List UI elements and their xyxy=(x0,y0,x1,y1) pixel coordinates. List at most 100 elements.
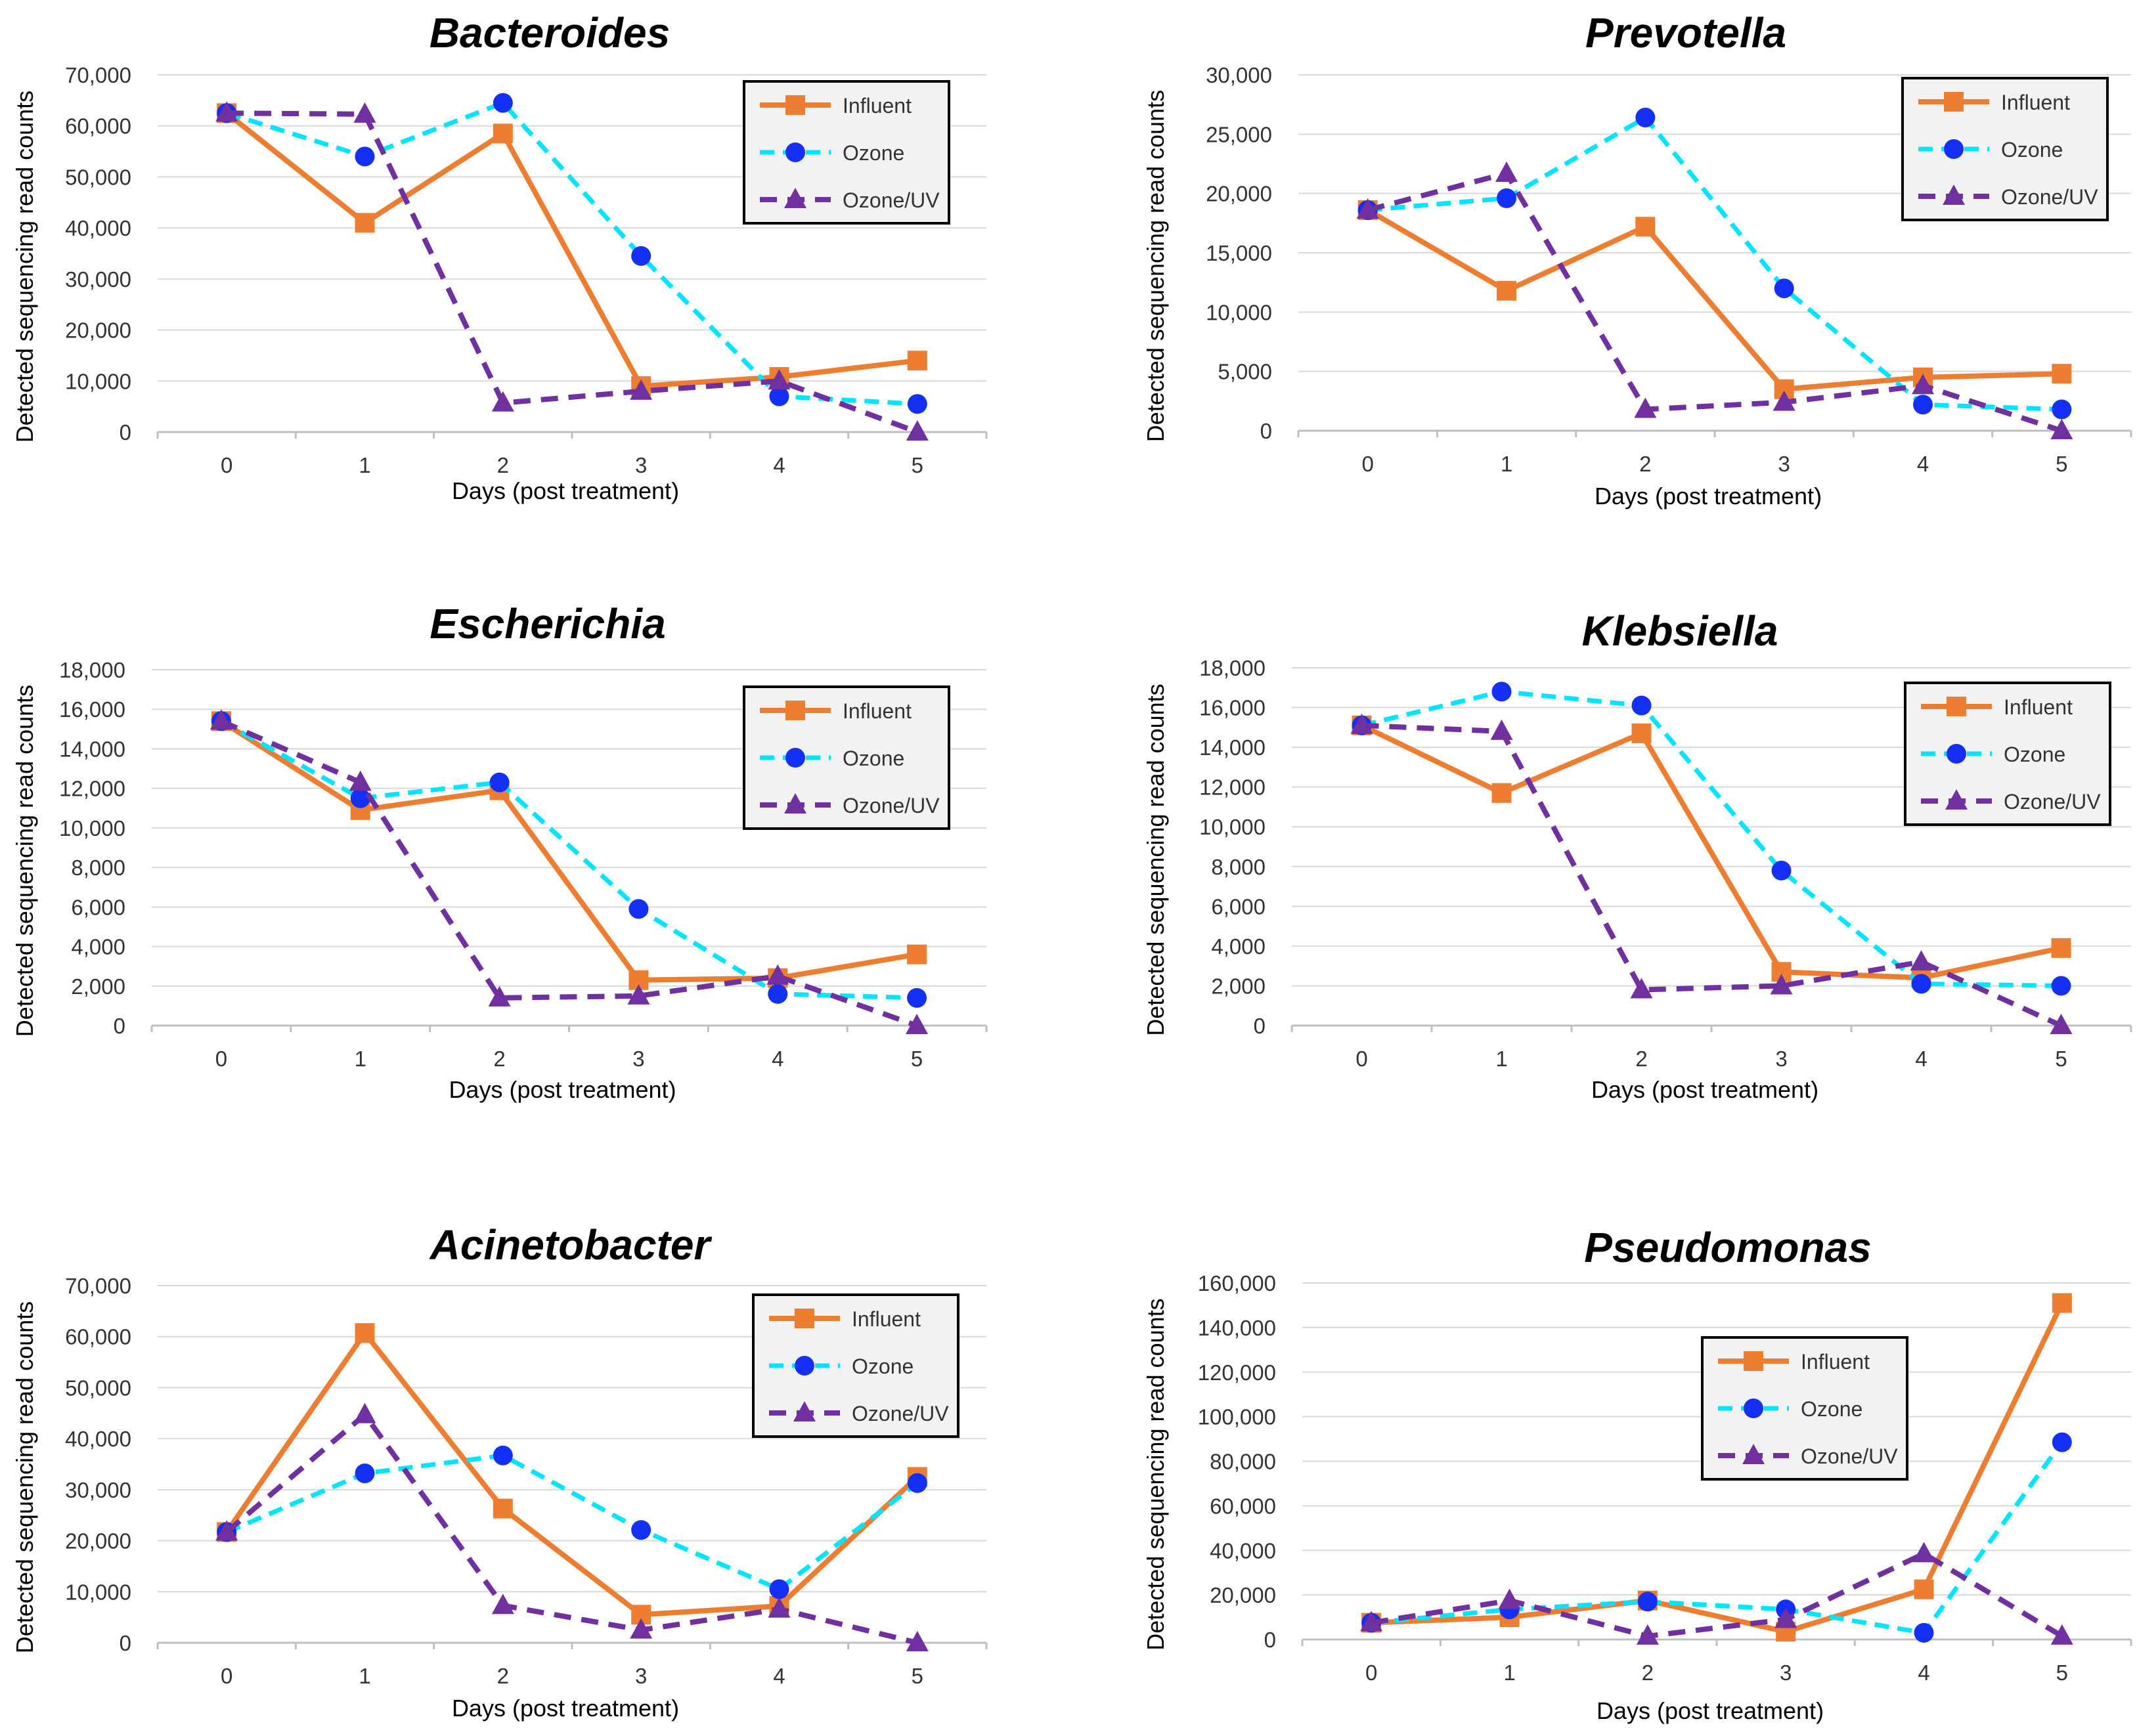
legend-marker-influent xyxy=(1947,697,1966,716)
y-tick-label: 2,000 xyxy=(71,974,125,999)
series-ozone-uv xyxy=(1356,161,2073,439)
data-point-ozone-uv xyxy=(906,1014,929,1034)
x-tick-label: 3 xyxy=(1778,452,1790,476)
chart-title: Pseudomonas xyxy=(1584,1224,1871,1271)
y-tick-label: 14,000 xyxy=(59,737,125,761)
y-tick-label: 40,000 xyxy=(1210,1538,1276,1563)
data-point-ozone-uv xyxy=(1910,950,1933,971)
legend: Influent Ozone Ozone/UV xyxy=(1901,77,2109,221)
x-tick-label: 5 xyxy=(2056,452,2067,476)
data-point-ozone xyxy=(628,899,649,919)
data-point-ozone xyxy=(1491,682,1512,702)
series-line-ozone xyxy=(225,1453,919,1592)
y-tick-label: 20,000 xyxy=(65,318,131,343)
data-point-ozone xyxy=(355,146,375,167)
legend-label: Influent xyxy=(2001,91,2070,114)
legend-marker-ozone-uv xyxy=(793,1401,816,1421)
x-tick-label: 1 xyxy=(355,1047,366,1071)
data-point-ozone xyxy=(2052,399,2072,420)
series-line-ozone-uv xyxy=(1367,170,2063,433)
y-tick-label: 20,000 xyxy=(1210,1583,1276,1607)
legend-label: Ozone/UV xyxy=(852,1402,949,1425)
y-tick-label: 60,000 xyxy=(1210,1494,1276,1518)
data-point-ozone-uv xyxy=(1490,719,1513,740)
legend-marker-ozone xyxy=(1944,139,1964,159)
series-ozone-uv xyxy=(1350,713,2073,1034)
data-point-ozone-uv xyxy=(1636,1624,1659,1645)
data-point-ozone-uv xyxy=(1774,1607,1797,1628)
y-tick-label: 0 xyxy=(120,1631,131,1655)
data-point-influent xyxy=(1635,217,1656,237)
y-tick-label: 50,000 xyxy=(65,1376,131,1400)
series-ozone-uv xyxy=(215,101,929,441)
y-axis-label: Detected sequencing read counts xyxy=(11,1301,38,1653)
y-tick-label: 20,000 xyxy=(1206,182,1272,206)
data-point-ozone-uv xyxy=(1773,390,1796,411)
data-point-ozone-uv xyxy=(906,420,929,441)
y-tick-label: 10,000 xyxy=(65,1580,131,1604)
chart-title: Escherichia xyxy=(430,600,665,647)
legend-label: Influent xyxy=(843,699,912,723)
y-tick-label: 6,000 xyxy=(71,895,125,919)
x-axis-label: Days (post treatment) xyxy=(1591,1076,1818,1103)
x-tick-label: 2 xyxy=(1635,1047,1647,1071)
y-tick-label: 40,000 xyxy=(65,1427,131,1451)
x-tick-label: 2 xyxy=(497,1664,509,1688)
y-tick-label: 6,000 xyxy=(1211,894,1266,919)
x-tick-label: 5 xyxy=(912,1664,923,1688)
data-point-influent xyxy=(1497,280,1516,301)
x-tick-label: 3 xyxy=(1780,1660,1792,1685)
x-axis-label: Days (post treatment) xyxy=(1597,1697,1824,1724)
y-tick-label: 4,000 xyxy=(1211,934,1266,959)
series-line-influent xyxy=(219,718,917,983)
legend-label: Ozone/UV xyxy=(1801,1444,1898,1468)
x-axis-label: Days (post treatment) xyxy=(452,477,679,504)
data-point-ozone-uv xyxy=(906,1631,929,1651)
data-point-ozone xyxy=(1774,278,1794,299)
y-tick-label: 12,000 xyxy=(59,777,125,801)
legend: Influent Ozone Ozone/UV xyxy=(743,685,950,830)
y-tick-label: 10,000 xyxy=(59,816,125,840)
y-tick-label: 15,000 xyxy=(1206,241,1272,265)
x-tick-label: 0 xyxy=(1365,1660,1377,1685)
chart-pseudomonas: 0 20,000 40,000 60,000 80,000 100,000 120,000 1… xyxy=(1142,1224,2132,1724)
series-line-ozone-uv xyxy=(227,110,919,435)
data-point-ozone-uv xyxy=(1770,974,1793,995)
series-line-ozone xyxy=(1361,689,2061,988)
y-tick-label: 100,000 xyxy=(1198,1405,1276,1429)
x-tick-label: 3 xyxy=(1775,1047,1787,1071)
data-point-influent xyxy=(1631,723,1652,743)
y-tick-label: 160,000 xyxy=(1198,1271,1276,1295)
data-point-ozone-uv xyxy=(353,102,376,123)
data-point-ozone xyxy=(1913,395,1933,415)
data-point-ozone xyxy=(493,1445,513,1465)
series-line-ozone-uv xyxy=(1371,1551,2063,1639)
series-line-ozone-uv xyxy=(220,718,918,1028)
data-point-ozone xyxy=(907,1473,927,1493)
data-point-ozone-uv xyxy=(491,1594,514,1615)
data-point-ozone-uv xyxy=(353,1402,376,1423)
y-tick-label: 70,000 xyxy=(65,1274,131,1298)
data-point-ozone-uv xyxy=(1350,713,1373,734)
y-tick-label: 0 xyxy=(120,420,131,445)
legend-marker-influent xyxy=(1744,1351,1763,1371)
series-line-influent xyxy=(1366,207,2062,392)
y-axis-label: Detected sequencing read counts xyxy=(1142,684,1169,1035)
series-line-ozone-uv xyxy=(225,1412,918,1645)
series-ozone-uv xyxy=(209,709,929,1034)
chart-bacteroides: 0 10,000 20,000 30,000 40,000 50,000 60,000 70,… xyxy=(11,9,988,504)
x-tick-label: 0 xyxy=(221,1664,232,1688)
series-ozone xyxy=(1352,682,2071,996)
data-point-ozone xyxy=(631,1520,651,1540)
chart-prevotella: 0 5,000 10,000 15,000 20,000 25,000 30,000 0 1 2 3… xyxy=(1142,9,2132,510)
x-tick-label: 3 xyxy=(635,453,647,477)
data-point-ozone xyxy=(489,772,510,792)
x-tick-label: 0 xyxy=(1355,1047,1367,1071)
data-point-influent xyxy=(493,1498,513,1519)
x-axis-label: Days (post treatment) xyxy=(452,1695,679,1722)
data-point-influent xyxy=(493,123,513,144)
data-point-ozone xyxy=(1635,108,1656,128)
x-tick-label: 1 xyxy=(359,453,370,477)
data-point-influent xyxy=(907,351,927,371)
